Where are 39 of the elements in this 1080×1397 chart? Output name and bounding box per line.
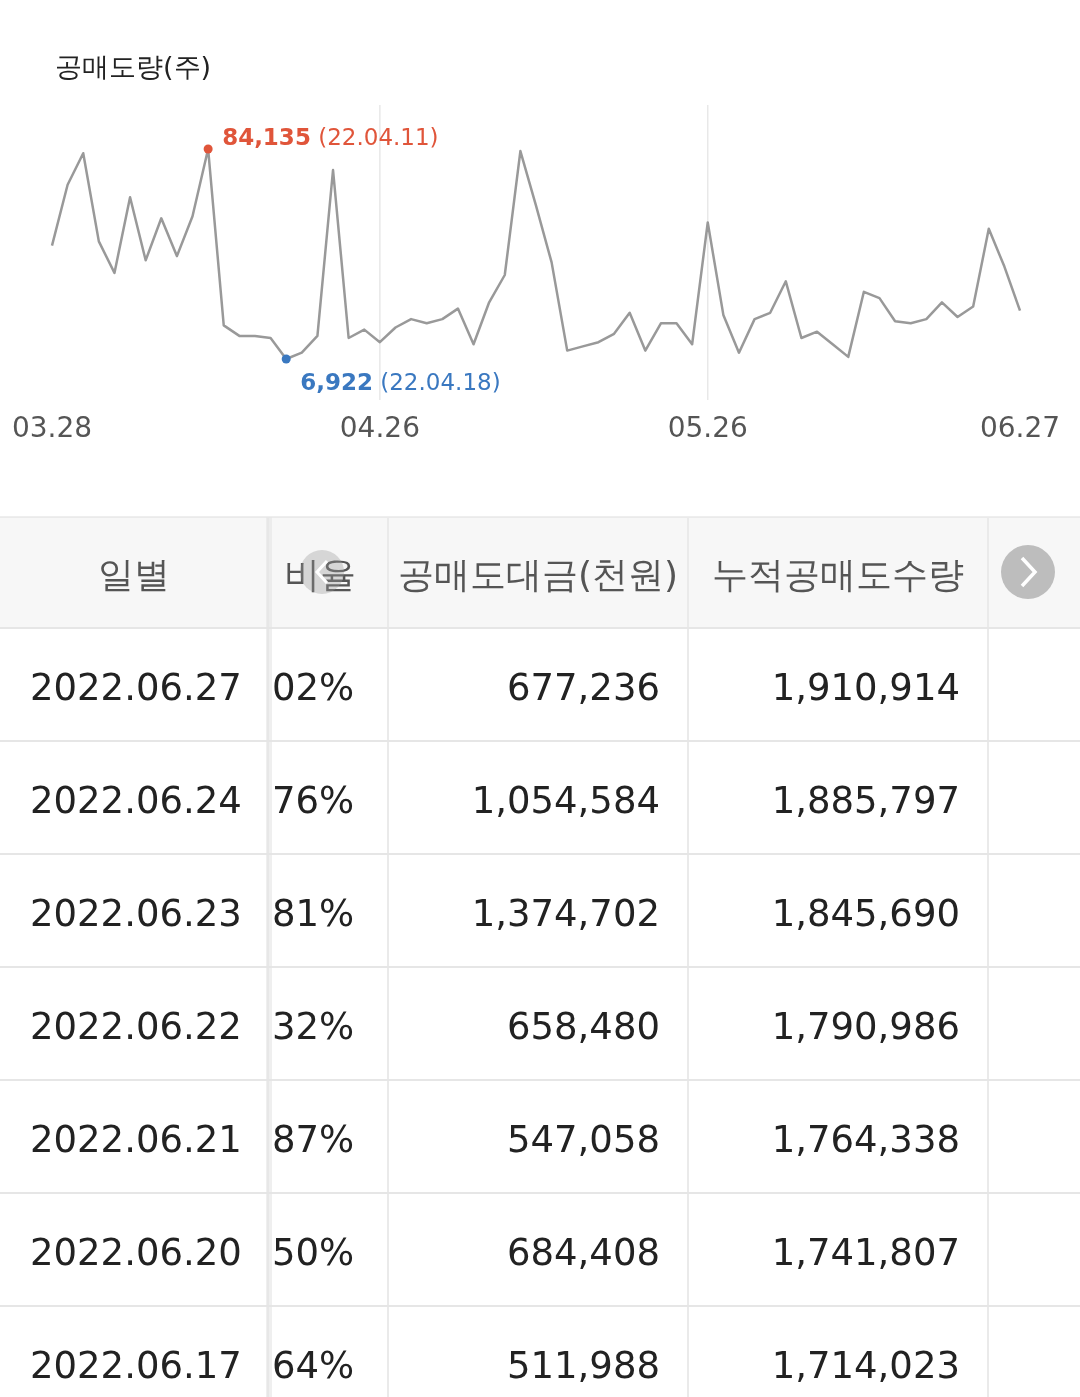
- category-label: 누적공매도수량: [712, 554, 964, 595]
- text: 32%: [272, 1005, 355, 1048]
- text: 6,922 (22.04.18): [300, 369, 501, 395]
- category-label: 2022.06.17: [30, 1344, 242, 1387]
- x-tick-label: 03.28: [11, 411, 93, 444]
- text: 1,790,986: [771, 1005, 960, 1048]
- text: 1,374,702: [471, 892, 660, 935]
- text: 1,845,690: [771, 892, 960, 935]
- chart-title: 공매도량(주): [55, 51, 212, 82]
- category-label: 비율: [284, 554, 356, 595]
- x-tick-label: 04.26: [339, 411, 420, 444]
- category-label: 공매도대금(천원): [397, 554, 679, 595]
- text: 64%: [272, 1344, 355, 1387]
- text: 81%: [272, 892, 355, 935]
- category-label: 2022.06.22: [30, 1005, 242, 1048]
- text: 511,988: [506, 1344, 660, 1387]
- text: 50%: [272, 1231, 355, 1274]
- category-label: 2022.06.20: [30, 1231, 242, 1274]
- annotation: 84,135 (22.04.11): [222, 124, 439, 150]
- category-label: 2022.06.27: [30, 666, 242, 709]
- text: 1,714,023: [771, 1344, 960, 1387]
- text: 1,885,797: [771, 779, 960, 822]
- category-label: 일별: [98, 554, 170, 595]
- text: 76%: [272, 779, 355, 822]
- text: 547,058: [506, 1118, 660, 1161]
- category-label: 2022.06.21: [30, 1118, 242, 1161]
- text: 1,910,914: [771, 666, 960, 709]
- text: 658,480: [506, 1005, 660, 1048]
- category-label: 2022.06.23: [30, 892, 242, 935]
- text: 677,236: [506, 666, 660, 709]
- text: 02%: [272, 666, 355, 709]
- text: 1,054,584: [471, 779, 660, 822]
- x-tick-label: 06.27: [979, 411, 1061, 444]
- text: 87%: [272, 1118, 355, 1161]
- text: 1,764,338: [771, 1118, 960, 1161]
- x-tick-label: 05.26: [667, 411, 748, 444]
- text: 684,408: [506, 1231, 660, 1274]
- category-label: 2022.06.24: [30, 779, 242, 822]
- text: 1,741,807: [771, 1231, 960, 1274]
